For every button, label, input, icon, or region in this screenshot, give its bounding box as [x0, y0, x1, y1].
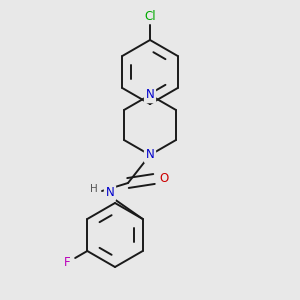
Text: O: O	[159, 172, 169, 185]
Text: H: H	[90, 184, 98, 194]
Text: N: N	[106, 187, 114, 200]
Text: Cl: Cl	[144, 10, 156, 22]
Text: F: F	[64, 256, 71, 269]
Text: N: N	[146, 88, 154, 101]
Text: N: N	[146, 148, 154, 161]
